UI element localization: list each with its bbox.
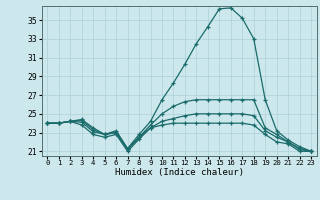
X-axis label: Humidex (Indice chaleur): Humidex (Indice chaleur): [115, 168, 244, 177]
